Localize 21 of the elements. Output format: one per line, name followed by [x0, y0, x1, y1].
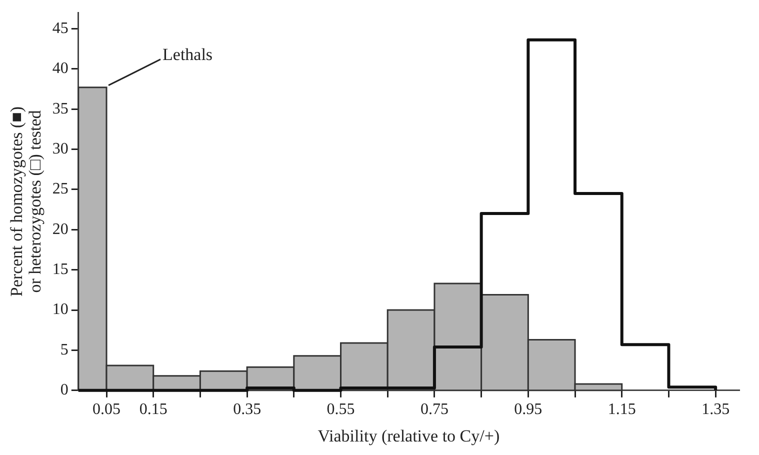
x-tick-label: 0.75	[420, 401, 448, 418]
x-tick-label: 0.55	[326, 401, 355, 418]
y-axis-title: Percent of homozygotes (■) or heterozygotes (□) tested	[6, 106, 45, 297]
x-axis-title: Viability (relative to Cy/+)	[318, 426, 500, 446]
y-tick-label: 5	[60, 341, 68, 358]
y-tick-label: 15	[52, 261, 68, 278]
annotation: Lethals	[162, 44, 213, 64]
x-tick-label: 0.15	[139, 401, 168, 418]
x-tick-label: 1.15	[608, 401, 636, 418]
y-tick-label: 0	[60, 382, 68, 399]
y-tick-label: 35	[52, 100, 68, 118]
x-tick-label: 1.35	[702, 401, 730, 418]
y-tick-label: 45	[52, 20, 68, 37]
y-tick-label: 25	[52, 180, 68, 198]
y-tick-label: 40	[52, 60, 68, 78]
y-tick-label: 20	[52, 220, 68, 238]
y-tick-label: 10	[52, 301, 68, 318]
x-tick-label: 0.35	[233, 401, 262, 418]
x-tick-label: 0.05	[92, 401, 121, 418]
x-tick-label: 0.95	[514, 401, 542, 418]
y-tick-label: 30	[52, 140, 68, 158]
